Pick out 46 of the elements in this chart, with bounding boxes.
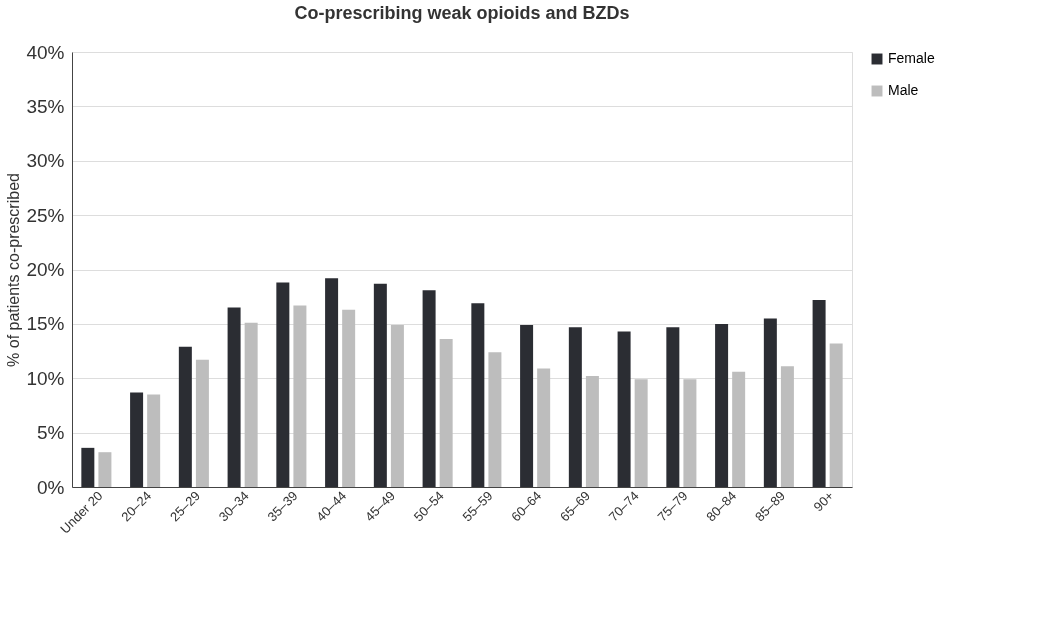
bar	[227, 307, 241, 487]
bar	[634, 379, 648, 487]
bar	[829, 343, 843, 487]
bar	[488, 352, 502, 487]
bar	[373, 283, 387, 487]
bar	[244, 322, 258, 487]
bar	[585, 376, 599, 487]
bar	[342, 309, 356, 487]
y-tick-label: 40%	[26, 41, 65, 63]
bar	[520, 324, 534, 487]
bar	[325, 278, 339, 487]
bar	[178, 346, 192, 487]
y-tick-label: 0%	[37, 476, 65, 498]
x-tick-label: 90+	[810, 488, 837, 515]
legend-label: Female	[888, 50, 935, 66]
bar	[276, 282, 290, 487]
y-tick-label: 15%	[26, 313, 65, 335]
bar	[568, 327, 582, 487]
bar	[666, 327, 680, 487]
y-tick-label: 20%	[26, 259, 65, 280]
bar	[780, 366, 794, 487]
bar	[195, 359, 209, 487]
bar	[715, 323, 729, 487]
y-tick-label: 35%	[26, 95, 65, 117]
bar	[293, 305, 307, 487]
bar	[812, 299, 826, 487]
bar	[439, 339, 453, 487]
bar	[130, 392, 144, 487]
legend-label: Male	[888, 82, 919, 98]
bar	[537, 368, 551, 487]
chart-title: Co-prescribing weak opioids and BZDs	[294, 3, 630, 23]
y-axis-title: % of patients co-prescribed	[5, 173, 23, 367]
bar	[763, 318, 777, 487]
bar	[471, 303, 485, 487]
bar	[390, 324, 404, 487]
y-tick-label: 30%	[26, 150, 65, 172]
bar	[732, 371, 746, 487]
bar	[617, 331, 631, 487]
y-tick-label: 25%	[26, 204, 65, 226]
bar	[147, 394, 161, 487]
bar	[422, 290, 436, 487]
y-tick-label: 10%	[26, 367, 65, 389]
bar	[683, 379, 697, 487]
bar	[98, 452, 112, 487]
y-tick-label: 5%	[37, 422, 65, 444]
bar	[81, 447, 95, 487]
